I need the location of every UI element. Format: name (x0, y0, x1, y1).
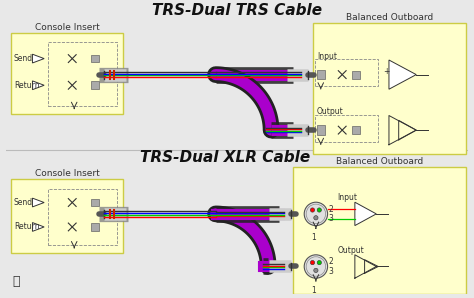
Polygon shape (32, 198, 44, 207)
Circle shape (304, 202, 328, 226)
Bar (317, 70, 325, 80)
FancyBboxPatch shape (11, 33, 123, 114)
Polygon shape (389, 60, 416, 89)
Text: Console Insert: Console Insert (35, 169, 100, 178)
Text: Return: Return (14, 222, 39, 232)
Text: +: + (383, 67, 390, 76)
Bar (315, 59, 378, 86)
FancyBboxPatch shape (313, 23, 466, 154)
Text: Input: Input (337, 193, 357, 202)
Text: Send: Send (14, 198, 33, 207)
Circle shape (317, 208, 321, 212)
Text: 3: 3 (328, 267, 333, 276)
Text: TRS-Dual TRS Cable: TRS-Dual TRS Cable (152, 3, 322, 18)
Bar (315, 114, 378, 142)
Text: Output: Output (337, 246, 364, 255)
Circle shape (317, 260, 321, 265)
Text: TRS-Dual XLR Cable: TRS-Dual XLR Cable (140, 150, 310, 165)
Text: Output: Output (317, 108, 344, 117)
Text: Balanced Outboard: Balanced Outboard (346, 13, 433, 22)
Polygon shape (32, 223, 44, 231)
Text: 2: 2 (328, 257, 333, 266)
Bar (352, 71, 360, 78)
Bar (91, 223, 99, 231)
Text: Send: Send (14, 54, 33, 63)
FancyBboxPatch shape (293, 167, 466, 294)
Bar (48, 42, 117, 106)
FancyBboxPatch shape (11, 179, 123, 253)
Polygon shape (355, 202, 376, 226)
Text: Balanced Outboard: Balanced Outboard (336, 157, 423, 166)
Text: Console Insert: Console Insert (35, 23, 100, 32)
Circle shape (314, 268, 318, 273)
Circle shape (310, 260, 315, 265)
Circle shape (314, 216, 318, 220)
Bar (91, 55, 99, 63)
Text: Input: Input (317, 52, 337, 61)
Bar (352, 126, 360, 134)
Text: ⌕: ⌕ (12, 275, 19, 288)
Text: 2: 2 (328, 204, 333, 214)
Circle shape (310, 208, 315, 212)
Circle shape (304, 255, 328, 278)
Text: 3: 3 (328, 214, 333, 223)
Bar (317, 125, 325, 135)
Text: 1: 1 (311, 286, 316, 295)
Polygon shape (32, 81, 44, 90)
Bar (91, 199, 99, 207)
Text: 1: 1 (311, 233, 316, 242)
Text: Return: Return (14, 81, 39, 90)
Bar (48, 189, 117, 245)
Polygon shape (32, 54, 44, 63)
Bar (91, 81, 99, 89)
